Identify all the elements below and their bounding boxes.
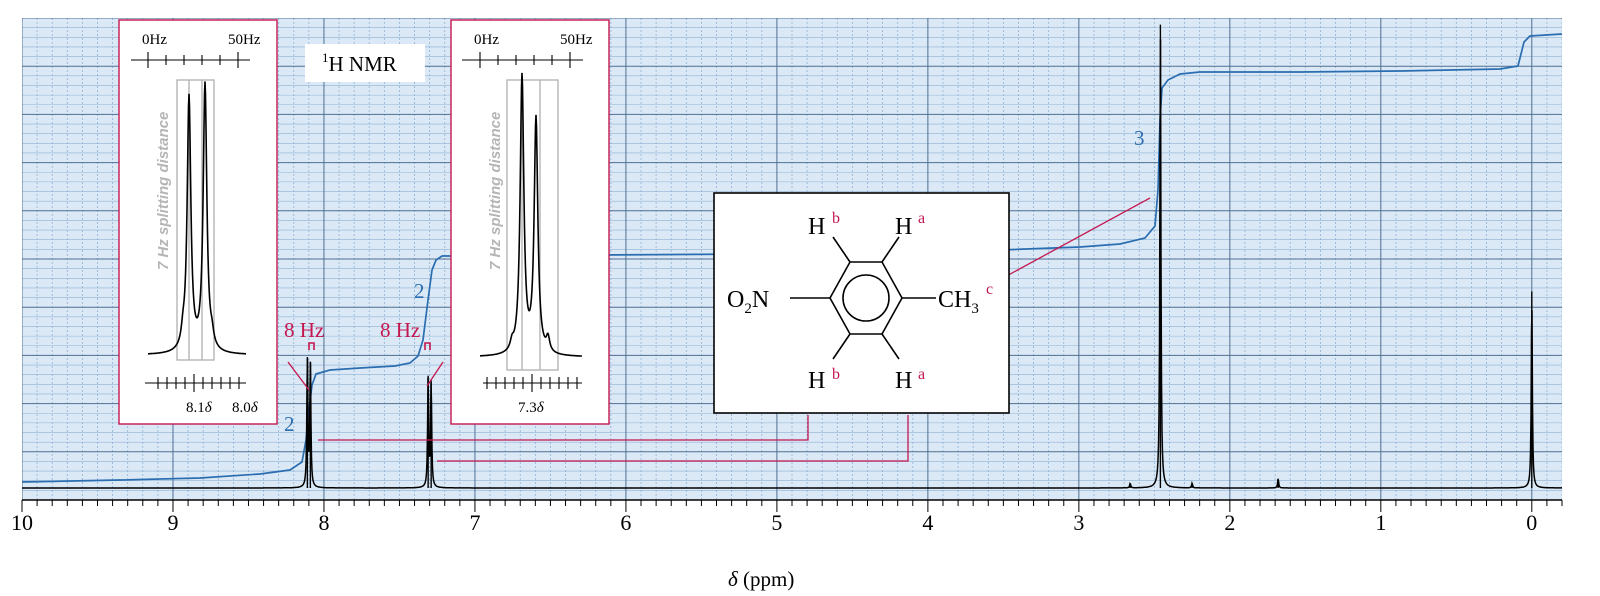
x-tick-label-1: 1 bbox=[1375, 510, 1386, 535]
title-main: H NMR bbox=[329, 52, 397, 76]
atom-hb-top: H bbox=[808, 214, 825, 240]
x-tick-label-5: 5 bbox=[771, 510, 782, 535]
x-tick-label-6: 6 bbox=[620, 510, 631, 535]
split-annotations: 8 Hz 8 Hz bbox=[284, 318, 431, 350]
inset-2-spectrum bbox=[480, 72, 582, 357]
atom-hb-bottom: H bbox=[808, 368, 825, 394]
label-b-top: b bbox=[832, 210, 840, 227]
inset-2-axis-label-1: 7.3δ bbox=[518, 400, 545, 416]
molecule-structure: H H H H O2N CH3 b a b a c bbox=[713, 192, 1010, 414]
inset-2-frame bbox=[450, 19, 610, 425]
x-tick-label-9: 9 bbox=[167, 510, 178, 535]
x-tick-label-10: 10 bbox=[11, 510, 33, 535]
atom-ha-top: H bbox=[895, 214, 912, 240]
split-label-2: 8 Hz bbox=[380, 318, 420, 342]
x-tick-label-4: 4 bbox=[922, 510, 933, 535]
x-axis-label: δ (ppm) bbox=[728, 567, 794, 591]
inset-1: 0Hz 50Hz 7 Hz splitting distance bbox=[118, 19, 278, 425]
title-superscript: 1 bbox=[322, 50, 329, 65]
split-bracket-1 bbox=[308, 342, 315, 350]
inset-2-scale-left: 0Hz bbox=[474, 32, 499, 48]
inset-1-side-note: 7 Hz splitting distance bbox=[155, 112, 172, 270]
x-tick-label-8: 8 bbox=[318, 510, 329, 535]
label-c: c bbox=[986, 281, 993, 298]
inset-1-axis-label-1: 8.1δ bbox=[186, 400, 213, 416]
connector-inset1 bbox=[287, 361, 310, 391]
connector-hb bbox=[318, 415, 809, 441]
x-tick-label-0: 0 bbox=[1526, 510, 1537, 535]
inset-2-side-note: 7 Hz splitting distance bbox=[487, 112, 504, 270]
label-a-bottom: a bbox=[918, 366, 925, 383]
x-tick-label-2: 2 bbox=[1224, 510, 1235, 535]
inset-2-scale-right: 50Hz bbox=[560, 32, 593, 48]
spectrum-layer bbox=[22, 24, 1562, 489]
x-axis-tick-labels: 10 9 8 7 6 5 4 3 2 1 0 bbox=[11, 510, 1537, 535]
split-bracket-2 bbox=[424, 342, 431, 350]
methyl-group: CH3 bbox=[938, 287, 979, 317]
split-label-1: 8 Hz bbox=[284, 318, 324, 342]
benzene-circle bbox=[842, 274, 890, 322]
inset-1-scale-left: 0Hz bbox=[142, 32, 167, 48]
inset-1-scale-right: 50Hz bbox=[228, 32, 261, 48]
connector-ha bbox=[437, 415, 909, 462]
integral-label-1: 2 bbox=[284, 412, 295, 436]
connector-ch3 bbox=[989, 197, 1151, 286]
x-tick-label-7: 7 bbox=[469, 510, 480, 535]
atom-ha-bottom: H bbox=[895, 368, 912, 394]
inset-1-spectrum bbox=[148, 81, 246, 355]
title-box bbox=[305, 44, 425, 82]
label-b-bottom: b bbox=[832, 366, 840, 383]
structure-frame bbox=[713, 192, 1010, 414]
annotation-connectors bbox=[287, 197, 1151, 462]
nitro-group: O2N bbox=[727, 287, 769, 317]
inset-1-axis-label-2: 8.0δ bbox=[232, 400, 259, 416]
chart-title: 1H NMR bbox=[322, 50, 397, 76]
inset-2: 0Hz 50Hz 7 Hz splitting distance bbox=[450, 19, 610, 425]
integral-label-2: 2 bbox=[414, 279, 425, 303]
x-tick-label-3: 3 bbox=[1073, 510, 1084, 535]
x-axis-ticks bbox=[21, 500, 1563, 512]
inset-1-frame bbox=[118, 19, 278, 425]
connector-inset2 bbox=[426, 361, 444, 387]
integral-label-3: 3 bbox=[1134, 126, 1145, 150]
spectrum-trace bbox=[22, 38, 1562, 489]
label-a-top: a bbox=[918, 210, 925, 227]
